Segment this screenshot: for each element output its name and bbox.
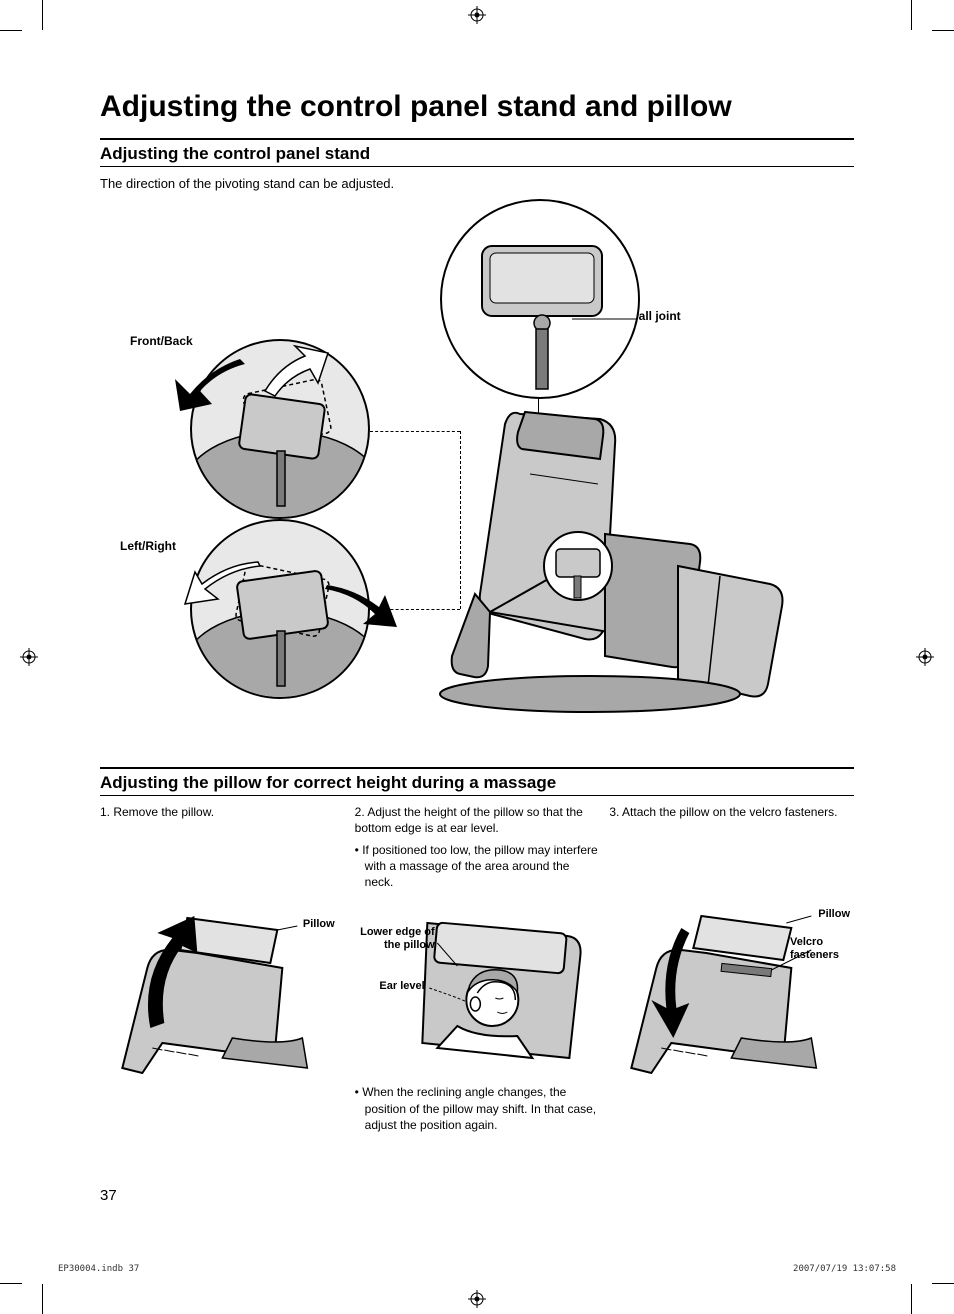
section2-heading: Adjusting the pillow for correct height … [100,773,854,796]
step3-text: 3. Attach the pillow on the velcro faste… [609,804,854,820]
arrow-white-icon [180,554,280,624]
step-col-1: 1. Remove the pillow. [100,804,345,895]
crop-mark [42,0,43,30]
label-velcro: Velcro fasteners [790,936,850,961]
arrow-black-icon [315,579,405,649]
page-title: Adjusting the control panel stand and pi… [100,90,854,124]
crop-mark [911,0,912,30]
rule [100,138,854,140]
label-pillow: Pillow [303,918,335,931]
registration-mark-icon [468,6,486,24]
page-number: 37 [100,1187,117,1204]
step-col-3: 3. Attach the pillow on the velcro faste… [609,804,854,895]
label-leftright: Left/Right [120,539,176,553]
notes-row: • When the reclining angle changes, the … [100,1084,854,1137]
illus-ear-level: Lower edge of the pillow Ear level [355,908,600,1078]
illus-attach-pillow: Pillow Velcro fasteners [609,908,854,1078]
crop-mark [0,1283,22,1284]
step-col-2: 2. Adjust the height of the pillow so th… [355,804,600,895]
section1-heading: Adjusting the control panel stand [100,144,854,167]
steps-row: 1. Remove the pillow. 2. Adjust the heig… [100,804,854,895]
step2-bullet1: • If positioned too low, the pillow may … [355,842,600,891]
illus-chair [430,394,810,724]
illus-balljoint [440,199,640,399]
section1-intro: The direction of the pivoting stand can … [100,175,854,193]
registration-mark-icon [468,1290,486,1308]
footer-timestamp: 2007/07/19 13:07:58 [793,1264,896,1274]
label-frontback: Front/Back [130,334,193,348]
registration-mark-icon [916,648,934,666]
label-loweredge: Lower edge of the pillow [355,926,435,951]
step2-bullet2: • When the reclining angle changes, the … [355,1084,600,1133]
registration-mark-icon [20,648,38,666]
crop-mark [0,30,22,31]
figure-stand-adjust: Front/Back Left/Right [100,199,854,739]
illus-remove-pillow: Pillow [100,908,345,1078]
crop-mark [932,1283,954,1284]
illus-row: Pillow L [100,908,854,1078]
page-content: Adjusting the control panel stand and pi… [100,90,854,1137]
arrow-white-icon [250,341,330,411]
label-pillow-2: Pillow [818,908,850,921]
footer-filename: EP30004.indb 37 [58,1264,139,1274]
label-earlevel: Ear level [365,980,425,993]
crop-mark [932,30,954,31]
crop-mark [42,1284,43,1314]
step1-text: 1. Remove the pillow. [100,804,345,820]
rule [100,767,854,769]
section2: Adjusting the pillow for correct height … [100,767,854,1138]
crop-mark [911,1284,912,1314]
step2-text: 2. Adjust the height of the pillow so th… [355,804,600,836]
